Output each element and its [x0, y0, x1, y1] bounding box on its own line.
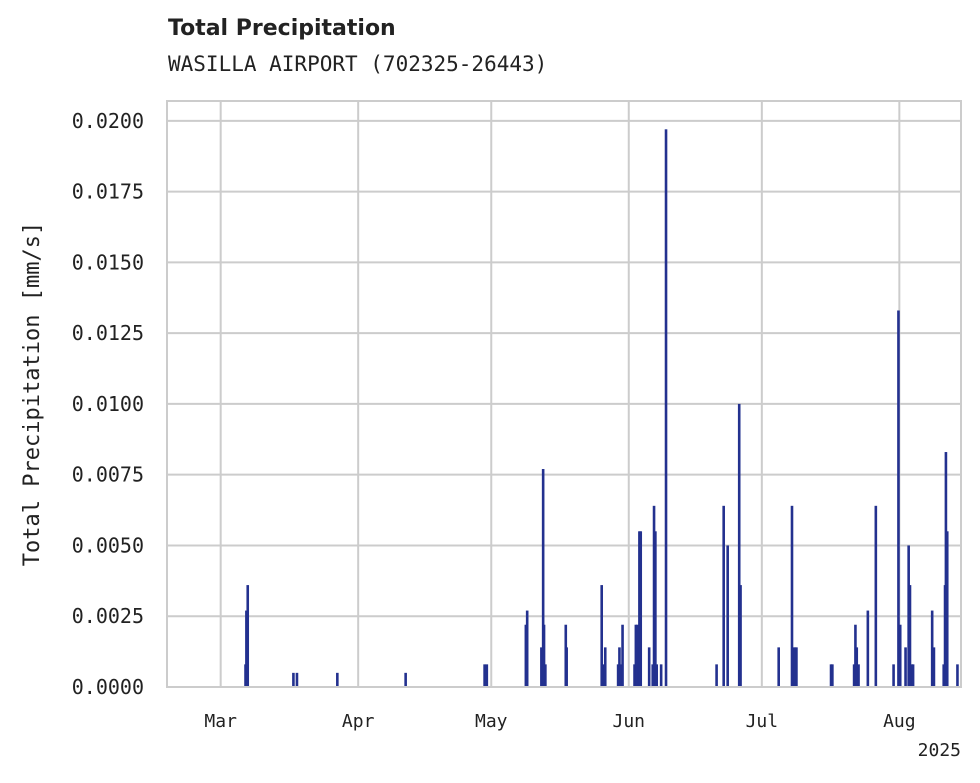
precipitation-bar: [932, 647, 936, 687]
precipitation-bar: [777, 647, 780, 687]
precipitation-bar: [655, 664, 659, 687]
precipitation-bar: [829, 664, 833, 687]
x-tick-label: Jun: [613, 711, 646, 732]
y-tick-label: 0.0025: [72, 604, 144, 628]
precipitation-bar: [565, 647, 568, 687]
y-tick-label: 0.0150: [72, 250, 144, 274]
precipitation-bar: [866, 610, 870, 687]
precipitation-bar: [722, 505, 725, 687]
precipitation-bar: [246, 585, 250, 687]
precipitation-bar: [404, 672, 407, 687]
precipitation-bar: [652, 505, 656, 687]
precipitation-bar: [908, 585, 912, 687]
precipitation-bar: [911, 664, 915, 687]
y-tick-labels: 0.0000 0.0025 0.0050 0.0075 0.0100 0.0125 0.01…: [72, 109, 144, 699]
precipitation-bar: [739, 585, 742, 687]
precipitation-bar: [603, 647, 607, 687]
precipitation-bar: [854, 624, 857, 687]
precipitation-bar: [618, 647, 621, 687]
precipitation-bar: [638, 531, 641, 687]
precipitation-bar: [541, 469, 545, 687]
precipitation-bar: [647, 647, 651, 687]
precipitation-bar: [292, 672, 295, 687]
precipitation-bar: [634, 624, 638, 687]
x-tick-label: Mar: [204, 711, 237, 732]
precipitation-bar: [898, 624, 902, 687]
precipitation-bar: [639, 531, 643, 687]
precipitation-bar: [485, 664, 489, 687]
precipitation-bar: [715, 664, 718, 687]
precipitation-bar: [930, 610, 934, 687]
precipitation-bar: [874, 505, 878, 687]
precipitation-bar: [651, 664, 655, 687]
precipitation-bar: [737, 403, 741, 687]
precipitation-bar: [525, 610, 529, 687]
precipitation-bar: [907, 545, 910, 687]
precipitation-bar: [524, 624, 528, 687]
precipitation-bar: [295, 672, 299, 687]
precipitation-bar: [790, 505, 794, 687]
precipitation-bar: [540, 647, 543, 687]
precipitation-bar: [942, 664, 946, 687]
chart-subtitle: WASILLA AIRPORT (702325-26443): [168, 52, 548, 76]
bars: [244, 129, 959, 687]
precipitation-bar: [619, 664, 623, 687]
precipitation-bar: [852, 664, 856, 687]
chart-title: Total Precipitation: [168, 16, 396, 41]
precipitation-bar: [726, 545, 729, 687]
precipitation-bar: [600, 585, 604, 687]
precipitation-bar: [654, 531, 657, 687]
precipitation-bar: [956, 664, 959, 687]
precipitation-bar: [792, 647, 795, 687]
precipitation-bar: [544, 664, 547, 687]
y-axis-label: Total Precipitation [mm/s]: [20, 222, 45, 566]
y-tick-label: 0.0075: [72, 463, 144, 487]
precipitation-bar: [245, 610, 248, 687]
x-tick-label: May: [475, 711, 508, 732]
x-tick-label: Jul: [746, 711, 779, 732]
precipitation-bar: [831, 664, 834, 687]
precipitation-bar: [616, 664, 620, 687]
precipitation-bar: [857, 664, 860, 687]
precipitation-bar: [910, 664, 914, 687]
precipitation-bar: [904, 647, 907, 687]
plot-frame: [166, 100, 962, 688]
precipitation-bar: [793, 647, 797, 687]
precipitation-bar: [635, 624, 639, 687]
precipitation-bar: [892, 664, 895, 687]
precipitation-bar: [633, 664, 636, 687]
y-tick-label: 0.0175: [72, 180, 144, 204]
y-tick-label: 0.0000: [72, 675, 144, 699]
precipitation-bar: [621, 624, 624, 687]
precipitation-bar: [795, 647, 798, 687]
x-tick-labels: Mar Apr May Jun Jul Aug: [204, 711, 915, 732]
precipitation-bar: [483, 664, 486, 687]
grid-lines: [167, 101, 961, 688]
y-tick-label: 0.0200: [72, 109, 144, 133]
x-tick-label: Aug: [883, 711, 916, 732]
precipitation-bar: [897, 310, 900, 687]
y-tick-label: 0.0125: [72, 321, 144, 345]
x-tick-label: Apr: [342, 711, 375, 732]
precipitation-bar: [659, 664, 663, 687]
precipitation-bar: [602, 664, 606, 687]
precipitation-bar: [664, 129, 668, 687]
precipitation-bar: [336, 672, 339, 687]
year-label: 2025: [918, 740, 961, 761]
y-tick-label: 0.0100: [72, 392, 144, 416]
precipitation-bar: [855, 647, 859, 687]
precipitation-bar: [944, 452, 948, 687]
y-tick-label: 0.0050: [72, 533, 144, 557]
precipitation-bar: [542, 624, 546, 687]
precipitation-bar: [945, 531, 949, 687]
